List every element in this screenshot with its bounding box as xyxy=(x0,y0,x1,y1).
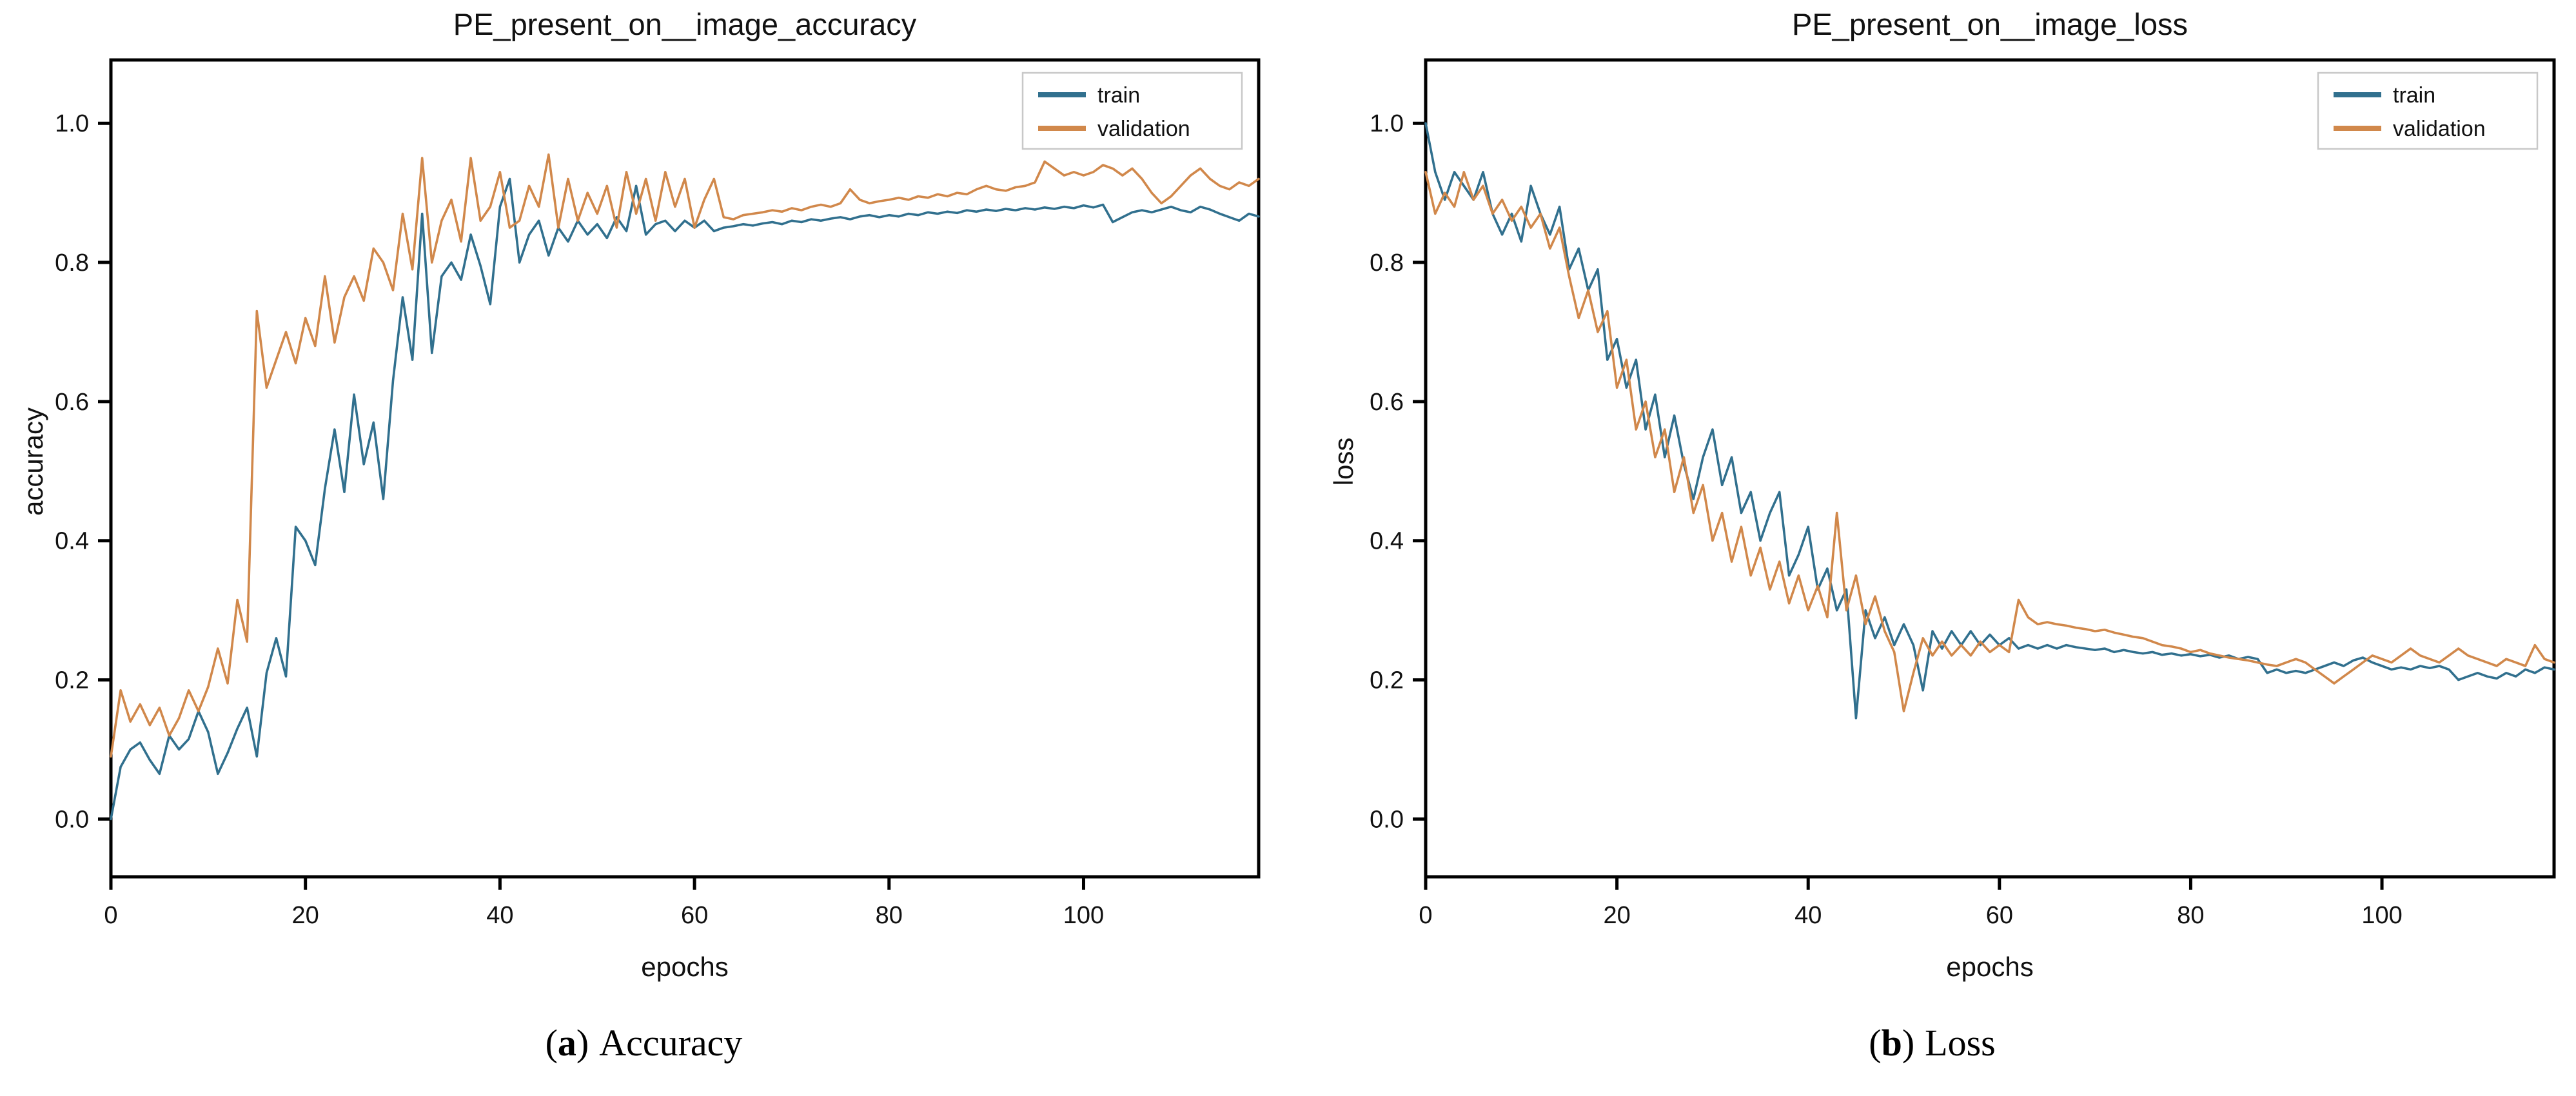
x-tick-label: 100 xyxy=(1063,902,1104,929)
train-line xyxy=(1424,122,2555,719)
legend-validation-label: validation xyxy=(2393,117,2486,141)
x-tick-label: 0 xyxy=(104,902,117,929)
y-tick-label: 0.6 xyxy=(55,389,89,416)
y-tick-label: 0.4 xyxy=(1370,528,1404,555)
legend-validation-label: validation xyxy=(1097,117,1190,141)
loss-chart-svg: 0 20 40 60 80 100 0.0 0.2 0.4 0.6 0.8 1.0 train valid… xyxy=(1370,58,2556,929)
legend-train-label: train xyxy=(2393,83,2435,108)
loss-chart-title: PE_present_on__image_loss xyxy=(1791,7,2188,41)
accuracy-panel: PE_present_on__image_accuracy accuracy 0… xyxy=(0,7,1288,1069)
x-tick-label: 80 xyxy=(876,902,903,929)
y-tick-label: 1.0 xyxy=(1370,110,1404,137)
validation-line xyxy=(1424,170,2555,712)
loss-x-axis-label: epochs xyxy=(1946,952,2034,982)
x-tick-label: 40 xyxy=(486,902,513,929)
loss-panel: PE_present_on__image_loss loss 0 20 40 60 80… xyxy=(1288,0,2576,1096)
legend-box xyxy=(2317,72,2539,150)
accuracy-chart-svg: 0 20 40 60 80 100 0.0 0.2 0.4 0.6 0.8 1.0 train valid… xyxy=(55,58,1261,929)
caption-b-marker: b xyxy=(1881,1022,1902,1064)
accuracy-chart-title: PE_present_on__image_accuracy xyxy=(453,7,917,41)
caption-a: (a) Accuracy xyxy=(0,1017,1288,1069)
train-line xyxy=(110,177,1260,821)
x-tick-label: 40 xyxy=(1794,902,1822,929)
caption-a-close-paren: ) xyxy=(576,1022,589,1064)
caption-b-label: Loss xyxy=(1925,1022,1996,1064)
y-tick-label: 0.2 xyxy=(55,667,89,694)
x-tick-label: 60 xyxy=(1986,902,2013,929)
caption-b: (b) Loss xyxy=(1288,1017,2576,1069)
y-tick-label: 0.8 xyxy=(1370,250,1404,277)
caption-a-open-paren: ( xyxy=(545,1022,558,1064)
y-tick-label: 0.0 xyxy=(55,806,89,833)
y-tick-label: 0.6 xyxy=(1370,389,1404,416)
caption-b-open-paren: ( xyxy=(1869,1022,1882,1064)
x-tick-label: 20 xyxy=(1603,902,1630,929)
plot-border xyxy=(1424,58,2556,879)
y-tick-label: 0.4 xyxy=(55,528,89,555)
caption-a-marker: a xyxy=(557,1022,576,1064)
legend-train-label: train xyxy=(1097,83,1140,108)
validation-line xyxy=(110,153,1260,758)
x-tick-label: 60 xyxy=(681,902,708,929)
y-tick-label: 1.0 xyxy=(55,110,89,137)
y-tick-label: 0.0 xyxy=(1370,806,1404,833)
x-tick-label: 0 xyxy=(1419,902,1432,929)
x-tick-label: 80 xyxy=(2177,902,2204,929)
y-tick-label: 0.8 xyxy=(55,250,89,277)
legend-box xyxy=(1021,72,1243,150)
y-tick-label: 0.2 xyxy=(1370,667,1404,694)
plot-border xyxy=(109,58,1261,879)
caption-a-label: Accuracy xyxy=(599,1022,743,1064)
accuracy-x-axis-label: epochs xyxy=(641,952,729,982)
caption-b-close-paren: ) xyxy=(1902,1022,1915,1064)
x-tick-label: 100 xyxy=(2361,902,2402,929)
x-tick-label: 20 xyxy=(292,902,319,929)
